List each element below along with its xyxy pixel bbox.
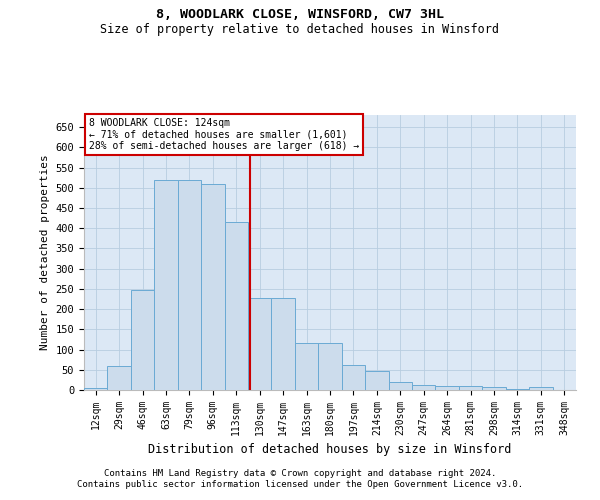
Bar	[271, 298, 295, 390]
Bar	[84, 388, 107, 390]
Text: Contains HM Land Registry data © Crown copyright and database right 2024.: Contains HM Land Registry data © Crown c…	[104, 468, 496, 477]
Bar	[506, 389, 529, 390]
Bar	[318, 344, 342, 390]
Text: Size of property relative to detached houses in Winsford: Size of property relative to detached ho…	[101, 22, 499, 36]
Bar	[529, 387, 553, 390]
Bar	[107, 366, 131, 390]
Bar	[154, 180, 178, 390]
Bar	[342, 364, 365, 390]
Text: Distribution of detached houses by size in Winsford: Distribution of detached houses by size …	[148, 442, 512, 456]
Bar	[201, 184, 224, 390]
Bar	[295, 344, 318, 390]
Text: 8, WOODLARK CLOSE, WINSFORD, CW7 3HL: 8, WOODLARK CLOSE, WINSFORD, CW7 3HL	[156, 8, 444, 20]
Bar	[248, 298, 271, 390]
Bar	[224, 222, 248, 390]
Bar	[365, 372, 389, 390]
Bar	[482, 387, 506, 390]
Bar	[131, 290, 154, 390]
Text: Contains public sector information licensed under the Open Government Licence v3: Contains public sector information licen…	[77, 480, 523, 489]
Y-axis label: Number of detached properties: Number of detached properties	[40, 154, 50, 350]
Bar	[389, 382, 412, 390]
Bar	[178, 180, 201, 390]
Bar	[459, 386, 482, 390]
Bar	[436, 386, 459, 390]
Text: 8 WOODLARK CLOSE: 124sqm
← 71% of detached houses are smaller (1,601)
28% of sem: 8 WOODLARK CLOSE: 124sqm ← 71% of detach…	[89, 118, 359, 151]
Bar	[412, 385, 436, 390]
